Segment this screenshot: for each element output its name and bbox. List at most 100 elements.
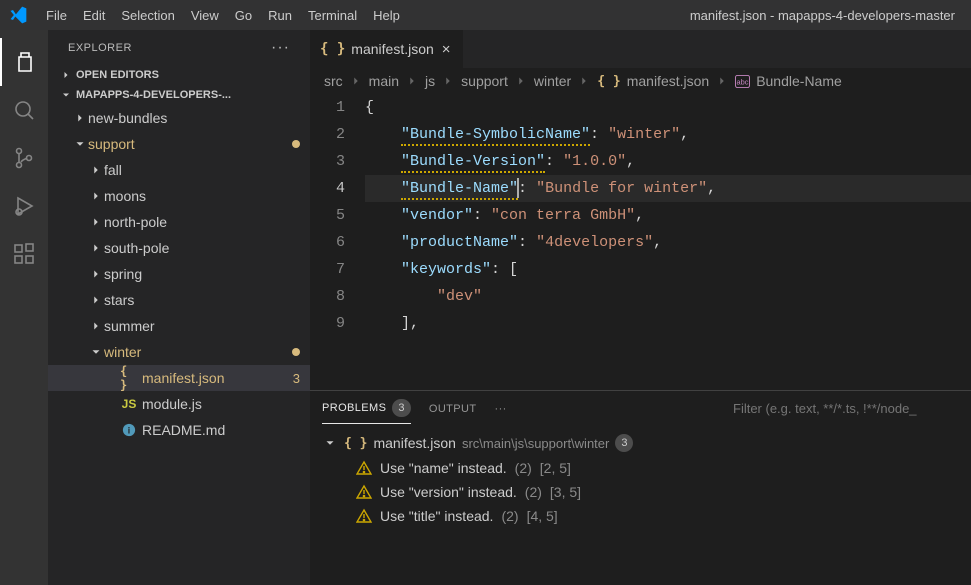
problems-tab[interactable]: PROBLEMS 3: [322, 393, 411, 424]
explorer-activity-icon[interactable]: [0, 38, 48, 86]
chevron-icon: [88, 215, 104, 229]
activity-bar: [0, 30, 48, 585]
json-icon: { }: [344, 436, 367, 451]
breadcrumb-segment[interactable]: src: [324, 73, 343, 89]
problem-item[interactable]: Use "name" instead.(2)[2, 5]: [322, 456, 959, 480]
folder-new-bundles[interactable]: new-bundles: [48, 105, 310, 131]
menu-edit[interactable]: Edit: [75, 8, 113, 23]
svg-text:abc: abc: [737, 77, 749, 86]
chevron-icon: [88, 241, 104, 255]
chevron-right-icon: [441, 74, 455, 88]
problem-location: [3, 5]: [550, 484, 581, 500]
problem-file-header[interactable]: { } manifest.json src\main\js\support\wint…: [322, 430, 959, 456]
breadcrumb-symbol[interactable]: Bundle-Name: [756, 73, 842, 89]
tree-label: north-pole: [104, 214, 167, 230]
breadcrumb-segment[interactable]: main: [369, 73, 399, 89]
extensions-activity-icon[interactable]: [0, 230, 48, 278]
bottom-panel: PROBLEMS 3 OUTPUT ··· { } manifest.json sr…: [310, 390, 971, 585]
folder-support[interactable]: support: [48, 131, 310, 157]
folder-fall[interactable]: fall: [48, 157, 310, 183]
tree-label: winter: [104, 344, 141, 360]
tree-label: module.js: [142, 396, 202, 412]
file-README-md[interactable]: i README.md: [48, 417, 310, 443]
editor-tabs: { } manifest.json ×: [310, 30, 971, 68]
scm-activity-icon[interactable]: [0, 134, 48, 182]
problem-location: [2, 5]: [540, 460, 571, 476]
breadcrumbs[interactable]: src main js support winter { } manifest.json ab…: [310, 68, 971, 94]
problems-filter-input[interactable]: [729, 399, 959, 418]
line-gutter: 123456789: [310, 94, 365, 390]
tab-manifest-json[interactable]: { } manifest.json ×: [310, 30, 464, 68]
chevron-right-icon: [60, 69, 72, 81]
chevron-icon: [88, 345, 104, 359]
breadcrumb-segment[interactable]: js: [425, 73, 435, 89]
problem-count: (2): [501, 508, 518, 524]
problem-message: Use "title" instead.: [380, 508, 493, 524]
folder-spring[interactable]: spring: [48, 261, 310, 287]
problem-file-path: src\main\js\support\winter: [462, 436, 609, 451]
menu-view[interactable]: View: [183, 8, 227, 23]
chevron-down-icon: [60, 89, 72, 101]
titlebar: FileEditSelectionViewGoRunTerminalHelp m…: [0, 0, 971, 30]
tree-label: south-pole: [104, 240, 169, 256]
breadcrumb-segment[interactable]: support: [461, 73, 508, 89]
folder-section[interactable]: MAPAPPS-4-DEVELOPERS-...: [48, 85, 310, 105]
folder-moons[interactable]: moons: [48, 183, 310, 209]
warning-icon: [356, 460, 372, 476]
menu-bar: FileEditSelectionViewGoRunTerminalHelp: [38, 8, 408, 23]
chevron-right-icon: [514, 74, 528, 88]
code-editor[interactable]: 123456789 { "Bundle-SymbolicName": "wint…: [310, 94, 971, 390]
vscode-logo-icon: [8, 4, 30, 26]
chevron-icon: [88, 319, 104, 333]
problem-count: (2): [515, 460, 532, 476]
tree-label: fall: [104, 162, 122, 178]
code-content[interactable]: { "Bundle-SymbolicName": "winter", "Bund…: [365, 94, 971, 390]
folder-north-pole[interactable]: north-pole: [48, 209, 310, 235]
folder-winter[interactable]: winter: [48, 339, 310, 365]
warning-icon: [356, 484, 372, 500]
problems-count-badge: 3: [392, 399, 411, 417]
sidebar-more-icon[interactable]: ···: [271, 39, 290, 57]
menu-help[interactable]: Help: [365, 8, 408, 23]
folder-summer[interactable]: summer: [48, 313, 310, 339]
sidebar-title: EXPLORER: [68, 42, 132, 54]
file-manifest-json[interactable]: { }manifest.json3: [48, 365, 310, 391]
output-tab[interactable]: OUTPUT: [429, 397, 477, 421]
window-title: manifest.json - mapapps-4-developers-mas…: [690, 8, 955, 23]
breadcrumb-segment[interactable]: winter: [534, 73, 571, 89]
open-editors-section[interactable]: OPEN EDITORS: [48, 65, 310, 85]
debug-activity-icon[interactable]: [0, 182, 48, 230]
problem-file-name: manifest.json: [373, 435, 455, 451]
tree-label: summer: [104, 318, 155, 334]
tree-label: README.md: [142, 422, 225, 438]
folder-south-pole[interactable]: south-pole: [48, 235, 310, 261]
menu-go[interactable]: Go: [227, 8, 260, 23]
menu-file[interactable]: File: [38, 8, 75, 23]
menu-run[interactable]: Run: [260, 8, 300, 23]
folder-stars[interactable]: stars: [48, 287, 310, 313]
file-problems-count: 3: [615, 434, 633, 452]
modified-dot-icon: [292, 348, 300, 356]
chevron-icon: [72, 137, 88, 151]
problem-item[interactable]: Use "version" instead.(2)[3, 5]: [322, 480, 959, 504]
chevron-icon: [88, 267, 104, 281]
problems-list: { } manifest.json src\main\js\support\wint…: [310, 426, 971, 585]
editor-area: { } manifest.json × src main js support wint…: [310, 30, 971, 585]
sidebar: EXPLORER ··· OPEN EDITORS MAPAPPS-4-DEVE…: [48, 30, 310, 585]
file-module-js[interactable]: JSmodule.js: [48, 391, 310, 417]
panel-more-icon[interactable]: ···: [495, 397, 507, 421]
json-icon: { }: [320, 41, 345, 57]
chevron-icon: [88, 163, 104, 177]
problem-item[interactable]: Use "title" instead.(2)[4, 5]: [322, 504, 959, 528]
file-tree: new-bundles support fall moons north-pole sou…: [48, 105, 310, 585]
breadcrumb-file[interactable]: manifest.json: [627, 73, 709, 89]
problem-count: (2): [525, 484, 542, 500]
svg-text:i: i: [128, 426, 130, 436]
menu-selection[interactable]: Selection: [113, 8, 182, 23]
tree-label: new-bundles: [88, 110, 167, 126]
search-activity-icon[interactable]: [0, 86, 48, 134]
chevron-right-icon: [405, 74, 419, 88]
json-icon: { }: [597, 74, 620, 89]
close-icon[interactable]: ×: [440, 41, 453, 58]
menu-terminal[interactable]: Terminal: [300, 8, 365, 23]
